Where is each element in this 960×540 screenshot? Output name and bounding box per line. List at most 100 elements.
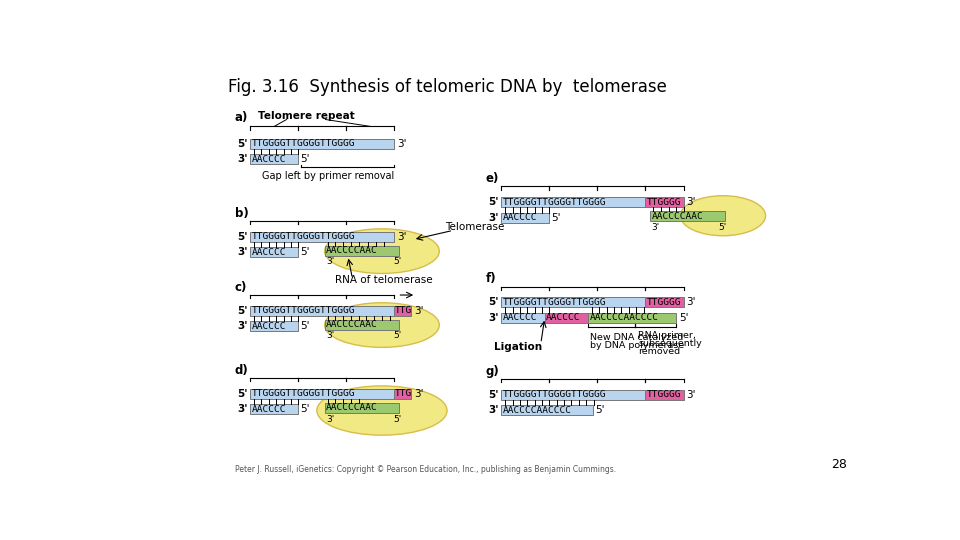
Text: TTGGGGTTGGGGTTGGGG: TTGGGGTTGGGGTTGGGG: [503, 198, 607, 207]
Text: 3': 3': [237, 247, 248, 257]
Text: 5': 5': [488, 197, 498, 207]
Text: Telomere repeat: Telomere repeat: [258, 111, 354, 120]
Text: 3': 3': [488, 313, 498, 323]
Text: e): e): [486, 172, 499, 185]
Ellipse shape: [681, 195, 765, 236]
Bar: [251, 154, 299, 164]
Text: TTG: TTG: [396, 306, 413, 315]
Text: 28: 28: [831, 458, 847, 471]
Text: TTGGGG: TTGGGG: [647, 390, 682, 399]
Text: 5': 5': [552, 213, 562, 222]
Text: d): d): [234, 364, 249, 377]
Text: g): g): [486, 364, 499, 378]
Text: 5': 5': [237, 306, 248, 316]
Text: RNA primer,: RNA primer,: [638, 332, 696, 340]
Text: 5': 5': [300, 247, 310, 257]
Bar: [395, 389, 412, 399]
Text: 3': 3': [237, 321, 248, 331]
Text: 3': 3': [414, 306, 423, 316]
Bar: [650, 211, 725, 221]
Text: TTGGGGTTGGGGTTGGGG: TTGGGGTTGGGGTTGGGG: [252, 232, 355, 241]
Bar: [251, 404, 299, 414]
Text: Gap left by primer removal: Gap left by primer removal: [262, 172, 394, 181]
Text: AACCCC: AACCCC: [252, 248, 286, 257]
Text: AACCCC: AACCCC: [252, 322, 286, 330]
Text: AACCCCAAC: AACCCCAAC: [326, 320, 378, 329]
Ellipse shape: [324, 229, 440, 273]
Text: 3': 3': [237, 154, 248, 164]
Text: 5': 5': [300, 154, 310, 164]
Bar: [251, 389, 395, 399]
Bar: [501, 405, 592, 415]
Bar: [645, 390, 684, 400]
Text: TTGGGGTTGGGGTTGGGG: TTGGGGTTGGGGTTGGGG: [503, 298, 607, 307]
Text: 5': 5': [393, 415, 401, 423]
Text: 5': 5': [300, 321, 310, 331]
Text: 5': 5': [393, 332, 401, 340]
Bar: [324, 246, 399, 256]
Bar: [501, 213, 549, 222]
Bar: [251, 139, 395, 148]
Text: AACCCC: AACCCC: [546, 313, 581, 322]
Bar: [251, 232, 395, 242]
Text: TTGGGGTTGGGGTTGGGG: TTGGGGTTGGGGTTGGGG: [252, 139, 355, 148]
Text: 3': 3': [396, 139, 406, 148]
Text: 3': 3': [326, 332, 334, 340]
Text: 5': 5': [237, 389, 248, 399]
Bar: [501, 197, 645, 207]
Bar: [645, 298, 684, 307]
Text: TTGGGG: TTGGGG: [647, 198, 682, 207]
Text: 3': 3': [396, 232, 406, 242]
Text: 5': 5': [488, 390, 498, 400]
Text: 3': 3': [686, 298, 696, 307]
Text: TTGGGGTTGGGGTTGGGG: TTGGGGTTGGGGTTGGGG: [252, 389, 355, 399]
Text: AACCCCAAC: AACCCCAAC: [326, 246, 378, 255]
Text: 3': 3': [488, 405, 498, 415]
Bar: [588, 313, 677, 323]
Bar: [251, 306, 395, 316]
Bar: [544, 313, 588, 323]
Text: AACCCCAAC: AACCCCAAC: [326, 403, 378, 413]
Text: AACCCC: AACCCC: [503, 313, 538, 322]
Text: 3': 3': [488, 213, 498, 222]
Text: TTGGGGTTGGGGTTGGGG: TTGGGGTTGGGGTTGGGG: [252, 306, 355, 315]
Text: Ligation: Ligation: [493, 342, 541, 352]
Text: f): f): [486, 272, 496, 285]
Text: AACCCCAAC: AACCCCAAC: [652, 212, 704, 221]
Text: 5': 5': [237, 232, 248, 242]
Text: TTGGGGTTGGGGTTGGGG: TTGGGGTTGGGGTTGGGG: [503, 390, 607, 399]
Text: 5': 5': [488, 298, 498, 307]
Text: AACCCC: AACCCC: [252, 154, 286, 164]
Text: 5': 5': [237, 139, 248, 148]
Bar: [501, 313, 544, 323]
Text: b): b): [234, 207, 249, 220]
Text: 3': 3': [414, 389, 423, 399]
Text: removed: removed: [638, 347, 681, 356]
Text: 5': 5': [718, 223, 727, 232]
Text: 5': 5': [679, 313, 688, 323]
Text: 3': 3': [326, 258, 334, 266]
Bar: [251, 247, 299, 257]
Text: AACCCC: AACCCC: [503, 213, 538, 222]
Text: 3': 3': [652, 223, 660, 232]
Bar: [251, 321, 299, 331]
Bar: [324, 403, 399, 413]
Bar: [395, 306, 412, 316]
Text: AACCCCAACCCC: AACCCCAACCCC: [503, 406, 572, 415]
Text: TTGGGG: TTGGGG: [647, 298, 682, 307]
Text: AACCCC: AACCCC: [252, 405, 286, 414]
Text: 3': 3': [686, 390, 696, 400]
Text: New DNA catalyzed: New DNA catalyzed: [589, 333, 683, 342]
Text: Peter J. Russell, iGenetics: Copyright © Pearson Education, Inc., publishing as : Peter J. Russell, iGenetics: Copyright ©…: [234, 465, 615, 474]
Text: Telomerase: Telomerase: [445, 222, 505, 232]
Ellipse shape: [324, 303, 440, 347]
Text: RNA of telomerase: RNA of telomerase: [335, 275, 433, 286]
Bar: [501, 298, 645, 307]
Text: 3': 3': [237, 404, 248, 414]
Bar: [645, 197, 684, 207]
Text: 5': 5': [300, 404, 310, 414]
Text: 3': 3': [686, 197, 696, 207]
Text: 5': 5': [595, 405, 605, 415]
Bar: [501, 390, 645, 400]
Text: Fig. 3.16  Synthesis of telomeric DNA by  telomerase: Fig. 3.16 Synthesis of telomeric DNA by …: [228, 78, 667, 96]
